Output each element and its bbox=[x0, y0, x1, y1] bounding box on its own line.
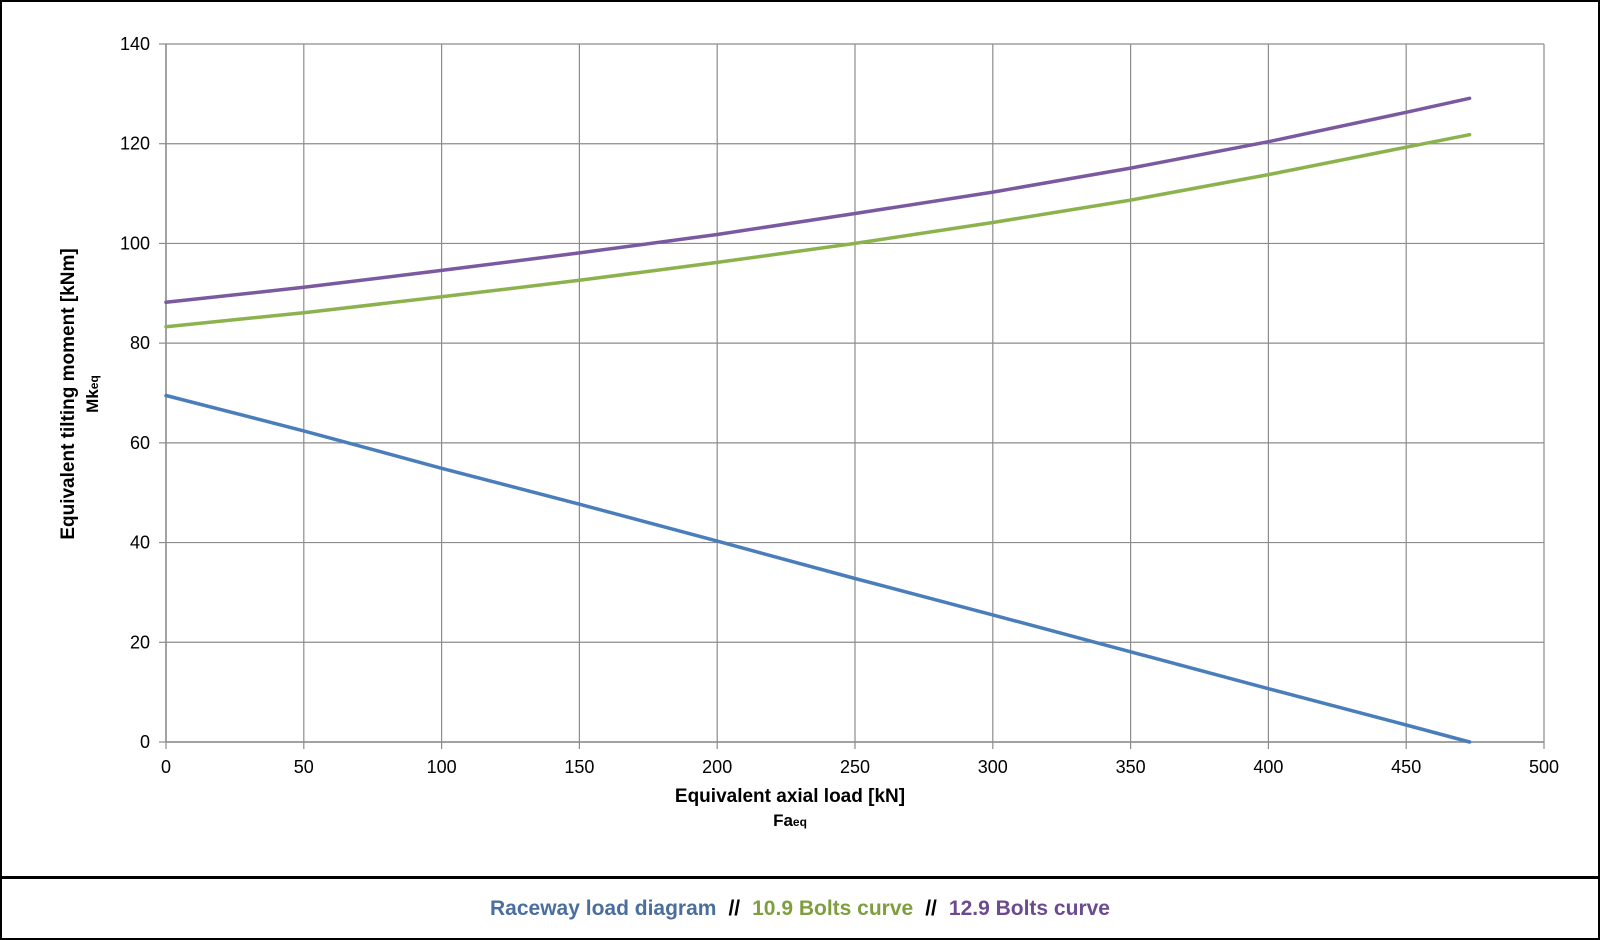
x-tick-label: 100 bbox=[427, 757, 457, 777]
x-tick-label: 250 bbox=[840, 757, 870, 777]
y-tick-label: 60 bbox=[130, 433, 150, 453]
x-tick-label: 50 bbox=[294, 757, 314, 777]
grid-lines bbox=[165, 43, 1545, 743]
chart-legend: Raceway load diagram // 10.9 Bolts curve… bbox=[0, 879, 1600, 938]
x-tick-label: 500 bbox=[1529, 757, 1559, 777]
x-tick-label: 150 bbox=[564, 757, 594, 777]
x-tick-label: 400 bbox=[1253, 757, 1283, 777]
legend-item-10-9-bolts: 10.9 Bolts curve bbox=[752, 896, 914, 920]
x-tick-label: 300 bbox=[978, 757, 1008, 777]
legend-divider bbox=[0, 876, 1600, 879]
x-tick-label: 0 bbox=[161, 757, 171, 777]
series-line-12-9-bolts bbox=[164, 96, 1472, 305]
series-line-raceway bbox=[164, 393, 1472, 744]
y-tick-label: 0 bbox=[140, 732, 150, 752]
series-lines bbox=[164, 96, 1472, 744]
legend-separator: // bbox=[925, 896, 937, 920]
axes bbox=[159, 43, 1545, 749]
x-tick-label: 450 bbox=[1391, 757, 1421, 777]
legend-separator: // bbox=[728, 896, 741, 920]
line-chart: 0 50 100 150 200 250 300 350 400 450 500 0 20 40 60 80 1… bbox=[58, 34, 1559, 830]
y-tick-label: 20 bbox=[130, 632, 150, 652]
x-tick-label: 350 bbox=[1116, 757, 1146, 777]
y-tick-label: 80 bbox=[130, 333, 150, 353]
x-axis-sublabel: Faeq bbox=[773, 811, 807, 830]
y-tick-label: 40 bbox=[130, 533, 150, 553]
y-axis-sublabel: Mkeq bbox=[83, 375, 102, 413]
y-tick-label: 140 bbox=[120, 34, 150, 54]
tick-labels: 0 50 100 150 200 250 300 350 400 450 500 0 20 40 60 80 1… bbox=[120, 34, 1559, 777]
y-axis-label: Equivalent tilting moment [kNm] bbox=[58, 248, 79, 539]
legend-item-raceway: Raceway load diagram bbox=[490, 896, 717, 920]
series-line-10-9-bolts bbox=[164, 132, 1472, 329]
legend-item-12-9-bolts: 12.9 Bolts curve bbox=[948, 896, 1110, 920]
x-tick-label: 200 bbox=[702, 757, 732, 777]
y-tick-label: 120 bbox=[120, 134, 150, 154]
y-tick-label: 100 bbox=[120, 233, 150, 253]
x-axis-label: Equivalent axial load [kN] bbox=[675, 786, 905, 807]
